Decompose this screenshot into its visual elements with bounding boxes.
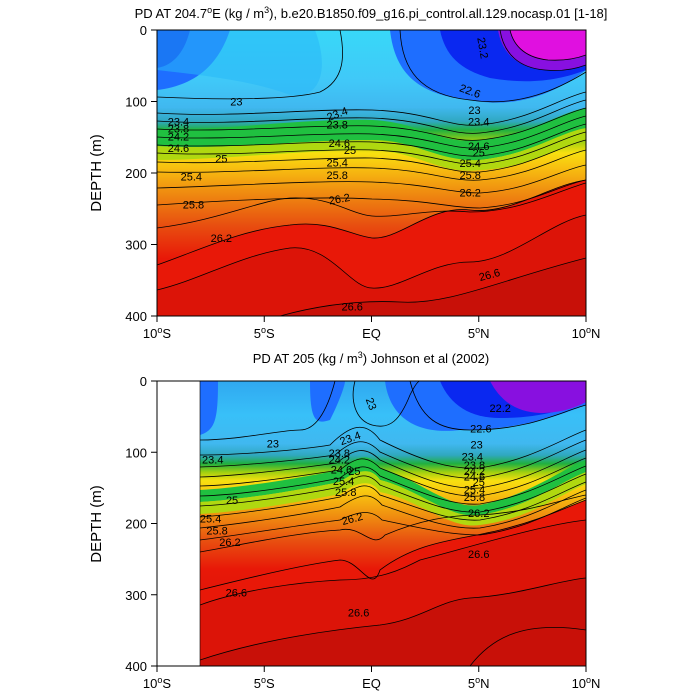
contour-fill-bottom <box>200 381 586 666</box>
contour-label: 26.6 <box>341 302 362 314</box>
x-tick-label: 5oN <box>468 675 490 691</box>
contour-label: 24.2 <box>329 454 350 466</box>
contour-label: 23.4 <box>202 454 223 466</box>
contour-label: 25 <box>473 147 485 159</box>
y-tick-label: 300 <box>125 238 147 253</box>
contour-label: 26.2 <box>341 511 365 528</box>
contour-label: 25.4 <box>181 172 202 184</box>
contour-label: 26.2 <box>211 233 232 245</box>
contour-label: 23 <box>470 439 482 451</box>
y-tick-label: 100 <box>125 445 147 460</box>
x-tick-label: 5oN <box>468 325 490 341</box>
y-axis-bottom: 0 100 200 300 400 <box>125 374 157 674</box>
contour-label: 25.4 <box>459 158 480 170</box>
y-axis-top: 0 100 200 300 400 <box>125 23 157 324</box>
x-tick-label: 5oS <box>254 675 275 691</box>
contour-label: 24.6 <box>168 143 189 155</box>
contour-label: 22.6 <box>470 424 491 436</box>
contour-label: 23.8 <box>329 448 350 460</box>
contour-label: 24.6 <box>468 141 489 153</box>
y-axis-label-top: DEPTH (m) <box>88 134 105 212</box>
contour-label: 25 <box>473 477 485 489</box>
x-axis-bottom: 10oS 5oS EQ 5oN 10oN <box>143 666 601 691</box>
contour-label: 26.6 <box>226 588 247 600</box>
contour-label: 25.8 <box>459 170 480 182</box>
x-tick-label: 5oS <box>254 325 275 341</box>
contour-fill-top <box>157 30 586 316</box>
contour-label: 23 <box>468 105 480 117</box>
x-tick-label: 10oN <box>572 325 601 341</box>
x-tick-label: EQ <box>362 326 381 341</box>
contour-label: 24.6 <box>329 138 350 150</box>
x-tick-label: EQ <box>362 676 381 691</box>
contour-label: 23.8 <box>168 124 189 136</box>
contour-label: 25.8 <box>183 199 204 211</box>
contour-label: 23.4 <box>468 117 489 129</box>
x-tick-label: 10oN <box>572 675 601 691</box>
contour-label: 25.8 <box>326 170 347 182</box>
title-part: PD AT 204.7 <box>135 6 208 21</box>
contour-label: 26.6 <box>468 549 489 561</box>
contour-label: 25 <box>344 145 356 157</box>
y-tick-label: 300 <box>125 588 147 603</box>
contour-label: 25.4 <box>333 476 354 488</box>
contour-label: 26.6 <box>348 608 369 620</box>
panel-bottom: PD AT 205 (kg / m3) Johnson et al (2002) <box>88 350 600 691</box>
contour-label: 23.2 <box>474 36 490 59</box>
contour-label: 23.8 <box>464 460 485 472</box>
contour-label: 23 <box>363 396 378 412</box>
contour-label: 24.2 <box>168 132 189 144</box>
y-tick-label: 400 <box>125 309 147 324</box>
contour-label: 25 <box>215 154 227 166</box>
y-tick-label: 0 <box>140 23 147 38</box>
contour-label: 23 <box>267 439 279 451</box>
y-tick-label: 100 <box>125 95 147 110</box>
panel-top-title: PD AT 204.7oE (kg / m3), b.e20.B1850.f09… <box>135 5 608 21</box>
contour-label: 23 <box>230 97 242 109</box>
y-tick-label: 200 <box>125 166 147 181</box>
x-axis-top: 10oS 5oS EQ 5oN 10oN <box>143 316 601 341</box>
contour-label: 24.6 <box>331 464 352 476</box>
contour-label: 25.4 <box>326 157 347 169</box>
x-tick-label: 10oS <box>143 325 171 341</box>
contour-label: 25.4 <box>464 484 485 496</box>
contour-label: 25.8 <box>335 487 356 499</box>
contour-label: 23.4 <box>462 452 483 464</box>
x-tick-label: 10oS <box>143 675 171 691</box>
contour-label: 26.2 <box>219 537 240 549</box>
y-tick-label: 400 <box>125 659 147 674</box>
contour-label: 22.2 <box>489 403 510 415</box>
contour-label: 24.2 <box>464 466 485 478</box>
contour-label: 25.8 <box>464 492 485 504</box>
contour-label: 23.4 <box>168 117 189 129</box>
contour-label: 26.6 <box>478 267 502 284</box>
panel-bottom-title: PD AT 205 (kg / m3) Johnson et al (2002) <box>253 350 490 366</box>
contour-label: 25 <box>226 495 238 507</box>
contour-label: 26.2 <box>328 192 351 208</box>
y-tick-label: 200 <box>125 517 147 532</box>
contour-label: 26.2 <box>468 508 489 520</box>
contour-label: 24.6 <box>464 471 485 483</box>
panel-top: PD AT 204.7oE (kg / m3), b.e20.B1850.f09… <box>88 5 607 341</box>
contour-label: 25.4 <box>200 514 221 526</box>
contour-label: 25.8 <box>206 526 227 538</box>
contour-label: 26.2 <box>459 187 480 199</box>
contour-label: 23.8 <box>326 119 347 131</box>
y-axis-label-bottom: DEPTH (m) <box>88 485 105 563</box>
y-tick-label: 0 <box>140 374 147 389</box>
contour-label: 25 <box>348 466 360 478</box>
